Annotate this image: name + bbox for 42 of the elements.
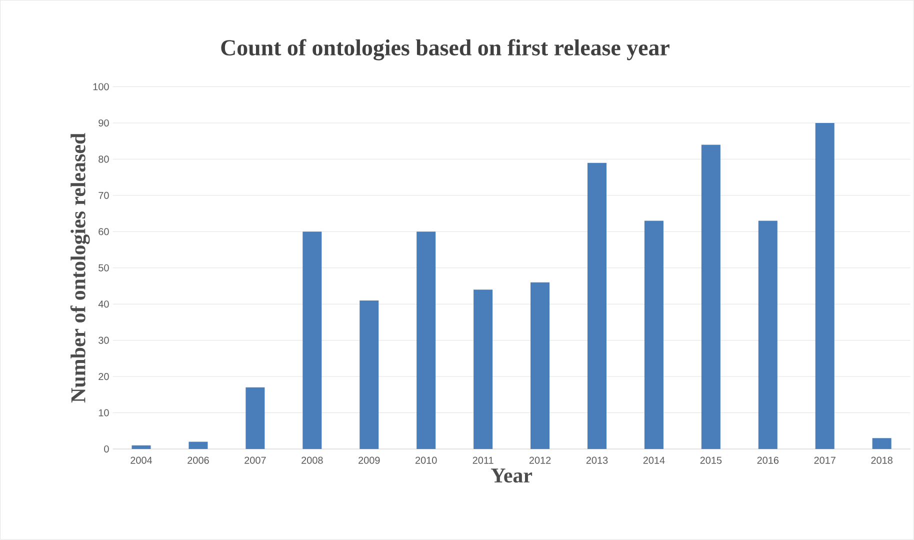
y-tick-label: 40: [98, 300, 109, 308]
x-tick-label: 2013: [586, 456, 608, 464]
chart-title: Count of ontologies based on first release year: [221, 39, 670, 60]
bar: [360, 300, 379, 450]
bar: [644, 220, 664, 450]
x-tick-label: 2008: [302, 456, 323, 464]
x-tick-label: 2016: [757, 456, 779, 464]
x-tick-label: 2007: [244, 456, 266, 464]
bar: [701, 144, 720, 450]
bar: [474, 290, 493, 450]
bar: [132, 445, 151, 450]
y-tick-label: 10: [98, 409, 109, 416]
y-tick-label: 70: [98, 192, 109, 200]
bar: [587, 162, 606, 450]
y-tick-label: 30: [98, 336, 109, 344]
x-tick-label: 2012: [529, 456, 551, 464]
x-tick-label: 2006: [188, 456, 209, 464]
x-tick-label: 2018: [871, 456, 892, 464]
bar: [188, 442, 208, 450]
y-tick-label: 100: [93, 83, 109, 90]
x-tick-label: 2015: [700, 456, 722, 464]
x-tick-label: 2009: [358, 456, 380, 464]
x-tick-label: 2011: [472, 456, 494, 464]
y-tick-label: 90: [98, 120, 109, 127]
bar: [302, 232, 322, 450]
x-tick-label: 2004: [130, 456, 152, 464]
x-tick-label: 2014: [643, 456, 665, 464]
y-tick-label: 80: [98, 156, 109, 163]
bar: [530, 282, 550, 450]
bar: [872, 438, 892, 450]
bar: [246, 388, 265, 450]
x-tick-label: 2010: [416, 456, 437, 464]
x-tick-label: 2017: [814, 456, 836, 464]
bar: [416, 232, 436, 450]
x-axis-title: Year: [490, 468, 532, 483]
bar: [815, 123, 834, 450]
y-tick-label: 0: [104, 446, 109, 453]
y-tick-label: 20: [98, 373, 109, 380]
y-tick-label: 60: [98, 228, 109, 236]
y-axis-title: Number of ontologies released: [70, 133, 90, 403]
bar: [758, 220, 778, 450]
y-tick-label: 50: [98, 264, 109, 272]
